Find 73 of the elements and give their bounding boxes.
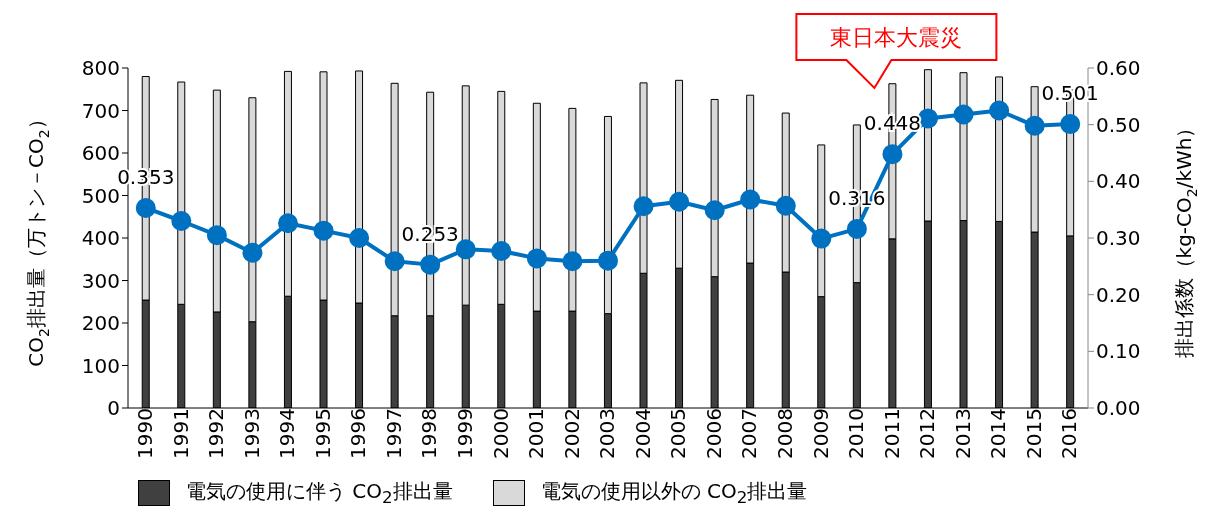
x-tick-label: 2008 [772, 408, 797, 459]
point [669, 191, 690, 212]
x-tick-label: 1996 [346, 408, 371, 459]
text: 東日本大震災 [830, 24, 963, 50]
x-tick-label: 2013 [950, 408, 975, 459]
point [953, 104, 974, 125]
x-tick-label: 2003 [595, 408, 620, 459]
point [349, 228, 370, 248]
x-tick-label: 1999 [452, 408, 477, 459]
point [562, 251, 583, 272]
x-tick-label: 2005 [666, 408, 691, 459]
y-tick-label: 100 [81, 353, 120, 378]
point [313, 220, 334, 241]
point [989, 100, 1010, 121]
point [171, 211, 192, 231]
y-tick-label: 300 [81, 268, 120, 293]
y2-tick-label: 0.20 [1096, 282, 1141, 307]
point [1024, 115, 1045, 136]
y2-tick-label: 0.30 [1096, 226, 1141, 251]
point [846, 218, 867, 239]
y-tick-label: 400 [81, 226, 120, 251]
x-tick-label: 2014 [986, 408, 1011, 459]
x-tick-label: 1994 [275, 408, 300, 459]
legend-label: 電気の使用以外の CO$_{2}$排出量 [540, 479, 808, 507]
point [633, 196, 654, 217]
point [278, 213, 298, 234]
x-tick-label: 2000 [488, 408, 513, 459]
x-tick-label: 1990 [132, 408, 157, 459]
legend-label: 電気の使用に伴う CO$_{2}$排出量 [186, 479, 453, 507]
point [242, 242, 263, 263]
y2-tick-label: 0.60 [1096, 56, 1141, 81]
x-tick-label: 2004 [630, 408, 655, 459]
x-tick-label: 2015 [1021, 408, 1046, 459]
x-tick-label: 2011 [879, 408, 904, 459]
y2-tick-label: 0.50 [1096, 112, 1141, 137]
y2-tick-label: 0.00 [1096, 396, 1141, 421]
y2-tick-label: 0.10 [1096, 339, 1141, 364]
y-tick-label: 500 [81, 183, 120, 208]
point [491, 241, 512, 262]
x-tick-label: 2009 [808, 408, 833, 459]
point [206, 225, 227, 246]
point [918, 108, 938, 129]
x-tick-label: 2002 [559, 408, 584, 459]
x-tick-label: 1998 [417, 408, 442, 459]
x-tick-label: 1997 [381, 408, 406, 459]
point [740, 189, 761, 210]
x-tick-label: 2012 [915, 408, 940, 459]
y-tick-label: 600 [81, 141, 120, 166]
x-tick-label: 1992 [204, 408, 229, 459]
point [526, 248, 547, 269]
y2-tick-label: 0.40 [1096, 169, 1141, 194]
point [135, 197, 156, 218]
x-tick-label: 2006 [701, 408, 726, 459]
point [811, 228, 832, 249]
y-tick-label: 200 [81, 311, 120, 336]
x-tick-label: 1991 [168, 408, 193, 459]
point [1060, 114, 1081, 135]
x-tick-label: 2010 [844, 408, 869, 459]
x-tick-label: 1993 [239, 408, 264, 459]
point [704, 200, 725, 221]
x-tick-label: 2001 [524, 408, 549, 459]
point [384, 251, 405, 272]
point [455, 239, 476, 260]
point [775, 195, 796, 216]
y-tick-label: 0 [107, 396, 120, 421]
x-tick-label: 2016 [1057, 408, 1082, 459]
y-tick-label: 800 [81, 56, 120, 81]
point [420, 254, 441, 275]
y-tick-label: 700 [81, 98, 120, 123]
x-tick-label: 2007 [737, 408, 762, 459]
x-tick-label: 1995 [310, 408, 335, 459]
point [882, 144, 903, 165]
point [598, 250, 618, 271]
